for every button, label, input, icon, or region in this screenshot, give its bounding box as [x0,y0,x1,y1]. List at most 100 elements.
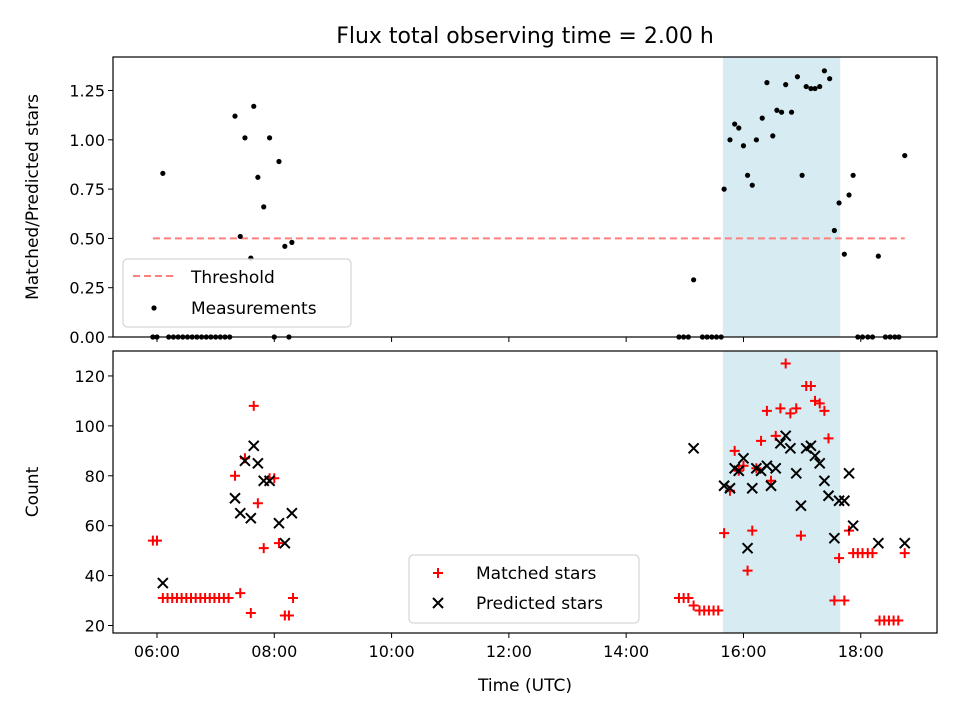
predicted-star-point [805,440,817,452]
y-tick-label: 0.00 [69,328,105,347]
measurement-point [160,170,166,176]
measurement-point [850,172,856,178]
matched-star-point [283,610,294,621]
measurement-point [289,239,295,245]
predicted-star-point [733,465,745,477]
legend-predicted-label: Predicted stars [476,594,603,614]
matched-star-point [814,398,825,409]
measurement-point [261,204,267,210]
measurement-point [831,227,837,234]
y-tick-label: 1.25 [69,82,105,101]
predicted-star-point [790,467,802,479]
predicted-star-point [822,490,835,502]
highlight-band [722,57,841,337]
x-axis-label: Time (UTC) [477,676,572,696]
matched-star-point [795,530,806,541]
predicted-star-point [239,455,251,467]
measurement-point [266,135,273,141]
measurement-point [803,83,809,90]
measurement-point [251,103,257,109]
predicted-star-point [813,457,826,470]
predicted-star-point [724,482,736,494]
measurement-point [242,135,248,141]
measurement-point [846,192,852,198]
matched-star-point [761,405,772,416]
y-tick-label: 0.50 [69,229,105,248]
predicted-star-point [157,577,169,589]
measurement-point [749,182,755,188]
predicted-star-point [279,537,291,549]
matched-star-point [791,403,802,414]
predicted-star-point [770,462,782,474]
matched-star-point [729,445,740,456]
x-tick-label: 10:00 [369,642,415,661]
legend-measurements-swatch [151,305,157,311]
measurement-point [794,74,801,80]
figure-title: Flux total observing time = 2.00 h [336,24,714,49]
legend-bottom: Matched stars Predicted stars [408,554,640,624]
x-tick-label: 14:00 [603,642,649,661]
matched-star-point [839,595,850,606]
matched-star-point [273,538,284,549]
matched-star-point [252,498,263,509]
legend-box [408,554,640,624]
matched-star-point [235,588,246,599]
measurement-point [691,277,697,283]
predicted-star-point [263,475,276,487]
measurement-point [237,233,243,240]
measurement-point [827,76,833,82]
predicted-star-point [843,467,855,479]
measurement-point [740,143,747,149]
predicted-star-point [828,532,841,544]
measurement-point [759,115,765,121]
matched-star-point [151,535,162,546]
predicted-star-point [741,542,754,554]
y-tick-label: 120 [74,367,105,386]
predicted-star-point [273,517,285,529]
measurement-point [764,80,770,86]
axes-frame [112,56,938,338]
predicted-star-point [774,437,787,450]
x-tick-label: 12:00 [486,642,532,661]
predicted-star-point [847,519,859,532]
y-tick-label: 1.00 [69,131,105,150]
top-panel: 0.00 0.25 0.50 0.75 1.00 1.25 Matched/Predicte… [23,56,938,347]
y-tick-label: 60 [85,517,105,536]
measurement-point [744,172,751,178]
x-tick-label: 18:00 [838,642,884,661]
measurement-point [282,243,288,249]
axes-frame [112,350,938,634]
legend-top: Threshold Measurements [122,258,352,328]
measurement-point [727,137,733,143]
measurement-point [770,133,776,139]
measurement-point [799,172,805,178]
measurement-point [753,137,759,143]
predicted-star-point [795,500,807,512]
predicted-star-point [761,460,773,472]
y-tick-label: 0.25 [69,279,105,298]
matched-star-point [899,548,910,559]
matched-star-point [742,565,753,576]
matched-star-point [775,403,786,414]
measurement-point [736,125,742,131]
predicted-star-point [229,492,241,504]
legend-matched-swatch [433,568,443,578]
legend-matched-label: Matched stars [476,564,596,584]
matched-star-point [780,358,791,369]
measurement-point [721,186,727,192]
legend-threshold-label: Threshold [190,268,275,288]
predicted-star-point [818,475,831,487]
predicted-star-point [245,512,257,524]
predicted-star-point [737,452,750,465]
y-tick-label: 20 [85,617,105,636]
matched-star-point [766,475,777,486]
x-tick-label: 08:00 [251,642,297,661]
matched-star-point [719,528,730,539]
predicted-star-point [234,507,246,519]
measurement-point [836,200,842,206]
matched-star-point [829,595,840,606]
matched-star-point [747,525,758,536]
predicted-star-point [872,537,885,549]
predicted-star-point [718,480,730,492]
